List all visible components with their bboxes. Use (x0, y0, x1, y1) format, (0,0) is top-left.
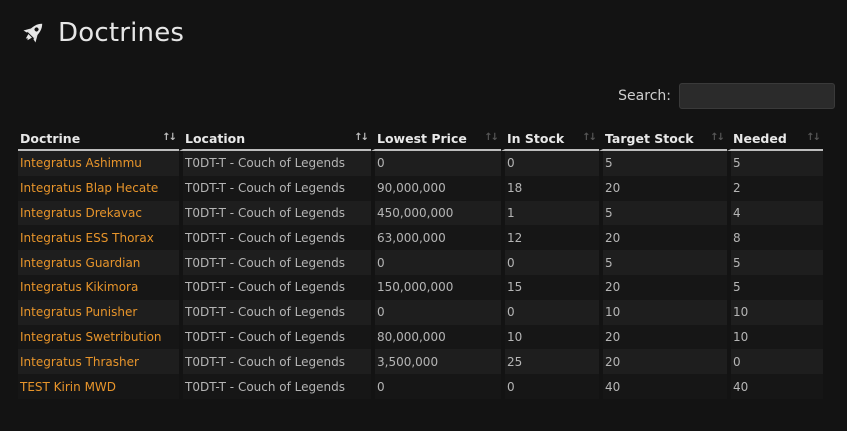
in-stock-cell: 10 (501, 324, 599, 350)
table-row: Integratus ESS Thorax T0DT-T - Couch of … (18, 225, 823, 251)
target-stock-cell: 20 (599, 225, 727, 251)
needed-cell: 5 (727, 274, 823, 300)
target-stock-cell: 5 (599, 250, 727, 275)
column-header-label: Lowest Price (377, 131, 467, 146)
needed-cell: 4 (727, 200, 823, 226)
table-row: TEST Kirin MWD T0DT-T - Couch of Legends… (18, 374, 823, 399)
column-header-label: Target Stock (605, 131, 694, 146)
location-cell: T0DT-T - Couch of Legends (179, 200, 371, 226)
target-stock-cell: 5 (599, 151, 727, 176)
in-stock-cell: 1 (501, 200, 599, 226)
lowest-price-cell: 80,000,000 (371, 324, 501, 350)
lowest-price-cell: 450,000,000 (371, 200, 501, 226)
lowest-price-cell: 3,500,000 (371, 349, 501, 375)
column-header-label: Location (185, 131, 246, 146)
sort-icon: ↑↓ (582, 132, 597, 143)
doctrines-table: Doctrine ↑↓ Location ↑↓ Lowest Price ↑↓ … (18, 128, 823, 399)
doctrine-link[interactable]: Integratus Guardian (18, 250, 179, 275)
needed-cell: 40 (727, 374, 823, 399)
table-row: Integratus Blap Hecate T0DT-T - Couch of… (18, 175, 823, 201)
doctrine-link[interactable]: Integratus Drekavac (18, 200, 179, 226)
target-stock-cell: 40 (599, 374, 727, 399)
table-header-row: Doctrine ↑↓ Location ↑↓ Lowest Price ↑↓ … (18, 128, 823, 151)
in-stock-cell: 18 (501, 175, 599, 201)
needed-cell: 5 (727, 250, 823, 275)
location-cell: T0DT-T - Couch of Legends (179, 225, 371, 251)
needed-cell: 10 (727, 299, 823, 325)
doctrine-link[interactable]: Integratus Swetribution (18, 324, 179, 350)
sort-icon: ↑↓ (484, 132, 499, 143)
search-input[interactable] (679, 83, 835, 109)
lowest-price-cell: 150,000,000 (371, 274, 501, 300)
location-cell: T0DT-T - Couch of Legends (179, 175, 371, 201)
lowest-price-cell: 0 (371, 374, 501, 399)
table-row: Integratus Drekavac T0DT-T - Couch of Le… (18, 200, 823, 226)
column-header-label: In Stock (507, 131, 565, 146)
column-header-target-stock[interactable]: Target Stock ↑↓ (599, 128, 727, 151)
table-row: Integratus Thrasher T0DT-T - Couch of Le… (18, 349, 823, 375)
location-cell: T0DT-T - Couch of Legends (179, 250, 371, 275)
page-header: Doctrines (18, 18, 184, 48)
in-stock-cell: 0 (501, 299, 599, 325)
table-row: Integratus Guardian T0DT-T - Couch of Le… (18, 250, 823, 275)
location-cell: T0DT-T - Couch of Legends (179, 151, 371, 176)
in-stock-cell: 0 (501, 151, 599, 176)
sort-icon: ↑↓ (806, 132, 821, 143)
table-row: Integratus Swetribution T0DT-T - Couch o… (18, 324, 823, 350)
doctrine-link[interactable]: TEST Kirin MWD (18, 374, 179, 399)
location-cell: T0DT-T - Couch of Legends (179, 274, 371, 300)
target-stock-cell: 5 (599, 200, 727, 226)
column-header-label: Needed (733, 131, 787, 146)
target-stock-cell: 20 (599, 175, 727, 201)
target-stock-cell: 20 (599, 324, 727, 350)
location-cell: T0DT-T - Couch of Legends (179, 374, 371, 399)
doctrine-link[interactable]: Integratus Thrasher (18, 349, 179, 375)
in-stock-cell: 12 (501, 225, 599, 251)
needed-cell: 2 (727, 175, 823, 201)
search-label: Search: (618, 88, 671, 104)
lowest-price-cell: 0 (371, 250, 501, 275)
column-header-label: Doctrine (20, 131, 81, 146)
doctrine-link[interactable]: Integratus Kikimora (18, 274, 179, 300)
doctrine-link[interactable]: Integratus Blap Hecate (18, 175, 179, 201)
location-cell: T0DT-T - Couch of Legends (179, 324, 371, 350)
table-row: Integratus Punisher T0DT-T - Couch of Le… (18, 299, 823, 325)
needed-cell: 0 (727, 349, 823, 375)
doctrine-link[interactable]: Integratus Punisher (18, 299, 179, 325)
page-title: Doctrines (58, 18, 185, 48)
lowest-price-cell: 0 (371, 151, 501, 176)
sort-icon: ↑↓ (710, 132, 725, 143)
sort-icon: ↑↓ (162, 132, 177, 143)
target-stock-cell: 10 (599, 299, 727, 325)
needed-cell: 5 (727, 151, 823, 176)
in-stock-cell: 0 (501, 250, 599, 275)
column-header-doctrine[interactable]: Doctrine ↑↓ (18, 128, 179, 151)
needed-cell: 8 (727, 225, 823, 251)
location-cell: T0DT-T - Couch of Legends (179, 299, 371, 325)
in-stock-cell: 15 (501, 274, 599, 300)
lowest-price-cell: 63,000,000 (371, 225, 501, 251)
doctrine-link[interactable]: Integratus ESS Thorax (18, 225, 179, 251)
target-stock-cell: 20 (599, 274, 727, 300)
needed-cell: 10 (727, 324, 823, 350)
in-stock-cell: 25 (501, 349, 599, 375)
table-row: Integratus Ashimmu T0DT-T - Couch of Leg… (18, 151, 823, 176)
column-header-location[interactable]: Location ↑↓ (179, 128, 371, 151)
column-header-lowest-price[interactable]: Lowest Price ↑↓ (371, 128, 501, 151)
doctrine-link[interactable]: Integratus Ashimmu (18, 151, 179, 176)
in-stock-cell: 0 (501, 374, 599, 399)
sort-icon: ↑↓ (354, 132, 369, 143)
rocket-icon (23, 23, 43, 43)
lowest-price-cell: 0 (371, 299, 501, 325)
column-header-in-stock[interactable]: In Stock ↑↓ (501, 128, 599, 151)
search-bar: Search: (618, 83, 835, 109)
location-cell: T0DT-T - Couch of Legends (179, 349, 371, 375)
table-row: Integratus Kikimora T0DT-T - Couch of Le… (18, 274, 823, 300)
lowest-price-cell: 90,000,000 (371, 175, 501, 201)
target-stock-cell: 20 (599, 349, 727, 375)
column-header-needed[interactable]: Needed ↑↓ (727, 128, 823, 151)
